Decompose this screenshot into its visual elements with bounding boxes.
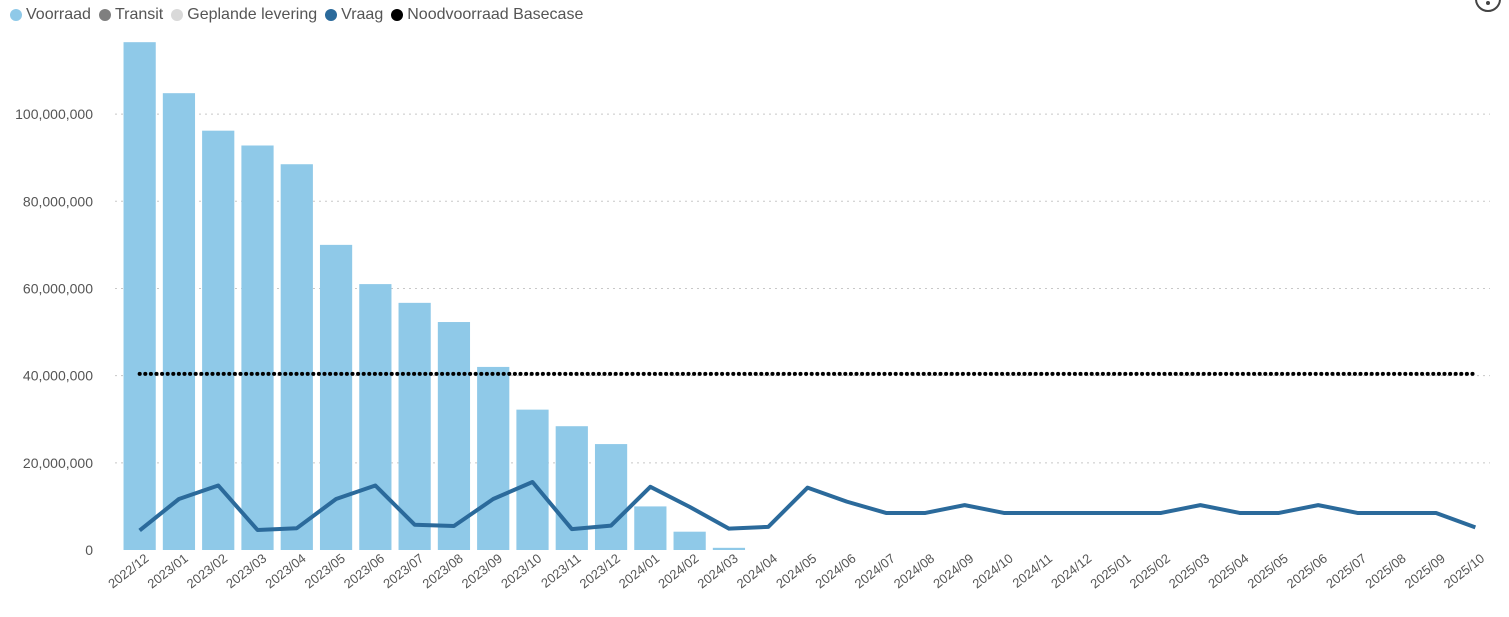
x-tick-label: 2023/08 xyxy=(420,551,466,592)
legend-marker-geplande-levering xyxy=(171,9,184,21)
y-tick-label: 60,000,000 xyxy=(23,280,93,296)
x-tick-label: 2023/07 xyxy=(380,551,426,592)
bar-voorraad xyxy=(123,42,156,551)
legend-label-transit: Transit xyxy=(114,6,164,23)
legend-item-transit[interactable]: Transit xyxy=(98,6,164,24)
legend-marker-noodvoorraad xyxy=(391,9,404,21)
y-tick-label: 80,000,000 xyxy=(23,193,93,209)
x-tick-label: 2025/03 xyxy=(1166,551,1212,592)
x-tick-label: 2024/09 xyxy=(930,551,976,592)
x-tick-label: 2025/10 xyxy=(1441,551,1487,592)
y-tick-label: 20,000,000 xyxy=(23,455,93,471)
bar-voorraad xyxy=(162,93,196,550)
x-tick-label: 2025/04 xyxy=(1205,551,1251,592)
x-tick-label: 2023/01 xyxy=(145,551,191,592)
x-tick-label: 2024/01 xyxy=(616,551,662,592)
y-tick-label: 100,000,000 xyxy=(15,106,93,122)
legend-item-noodvoorraad[interactable]: Noodvoorraad Basecase xyxy=(391,6,583,24)
bar-voorraad xyxy=(241,145,274,550)
legend-label-geplande-levering: Geplande levering xyxy=(187,6,318,23)
x-tick-label: 2023/02 xyxy=(184,551,230,592)
x-tick-label: 2022/12 xyxy=(105,551,151,592)
bar-voorraad xyxy=(359,284,392,550)
x-tick-label: 2024/11 xyxy=(1010,551,1056,591)
x-tick-label: 2023/03 xyxy=(223,551,269,592)
x-tick-label: 2024/12 xyxy=(1048,551,1094,592)
bar-voorraad xyxy=(280,164,313,550)
x-tick-label: 2023/04 xyxy=(262,551,308,592)
legend-item-vraag[interactable]: Vraag xyxy=(325,6,383,24)
bar-voorraad xyxy=(202,130,235,550)
x-tick-label: 2025/05 xyxy=(1245,551,1291,592)
bar-voorraad xyxy=(594,444,628,550)
x-tick-label: 2025/09 xyxy=(1402,551,1448,592)
legend-item-voorraad[interactable]: Voorraad xyxy=(10,6,91,24)
legend-marker-vraag xyxy=(325,9,338,21)
x-tick-label: 2025/01 xyxy=(1087,551,1133,592)
x-tick-label: 2024/05 xyxy=(773,551,819,592)
legend-label-vraag: Vraag xyxy=(341,6,384,23)
x-tick-label: 2023/05 xyxy=(302,551,348,592)
x-tick-label: 2024/04 xyxy=(734,551,780,592)
bar-voorraad xyxy=(712,547,746,550)
legend-item-geplande-levering[interactable]: Geplande levering xyxy=(171,6,317,24)
x-tick-label: 2023/09 xyxy=(459,551,505,592)
x-tick-label: 2025/08 xyxy=(1362,551,1408,592)
x-tick-label: 2025/06 xyxy=(1284,551,1330,592)
x-tick-label: 2024/10 xyxy=(970,551,1016,592)
y-tick-label: 40,000,000 xyxy=(23,368,93,384)
y-tick-label: 0 xyxy=(85,542,93,558)
x-tick-label: 2025/02 xyxy=(1127,551,1173,592)
x-tick-label: 2023/10 xyxy=(498,551,544,592)
x-tick-label: 2023/12 xyxy=(577,551,623,592)
x-tick-label: 2024/08 xyxy=(891,551,937,592)
legend-marker-voorraad xyxy=(10,9,22,21)
line-vraag xyxy=(138,480,1477,532)
bar-voorraad xyxy=(437,322,471,550)
bar-voorraad xyxy=(673,531,706,550)
bar-voorraad xyxy=(634,506,667,550)
x-tick-label: 2023/06 xyxy=(341,551,387,592)
bar-voorraad xyxy=(555,426,588,550)
bar-voorraad xyxy=(319,244,353,550)
x-tick-label: 2024/07 xyxy=(852,551,898,592)
x-tick-label: 2024/06 xyxy=(812,551,858,592)
x-tick-label: 2023/11 xyxy=(538,551,584,591)
legend-marker-transit xyxy=(98,9,111,21)
bar-voorraad xyxy=(477,366,510,550)
legend: Voorraad Transit Geplande levering Vraag… xyxy=(10,6,591,24)
bar-voorraad xyxy=(516,409,549,550)
x-tick-label: 2025/07 xyxy=(1323,551,1369,592)
legend-label-noodvoorraad: Noodvoorraad Basecase xyxy=(407,6,584,23)
legend-label-voorraad: Voorraad xyxy=(26,6,91,23)
bar-voorraad xyxy=(398,302,431,550)
x-tick-label: 2024/03 xyxy=(695,551,741,592)
x-tick-label: 2024/02 xyxy=(655,551,701,592)
